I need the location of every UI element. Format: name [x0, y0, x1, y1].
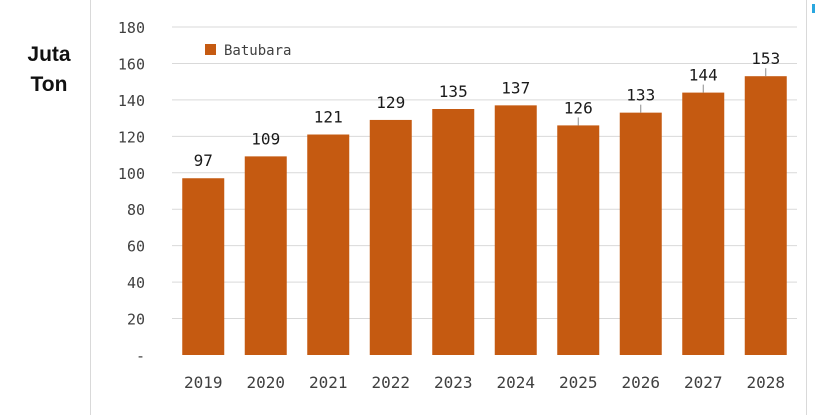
x-tick-label: 2020: [246, 373, 285, 392]
y-tick-label: 80: [127, 201, 145, 219]
bar: [619, 112, 662, 356]
y-tick-label: 20: [127, 311, 145, 329]
frame-right-border: [806, 0, 807, 415]
legend-swatch: [205, 44, 216, 55]
bar: [307, 134, 350, 355]
bar: [557, 125, 600, 356]
data-label: 97: [194, 151, 213, 170]
y-tick-label: 40: [127, 274, 145, 292]
y-tick-label: 60: [127, 238, 145, 256]
x-tick-label: 2026: [621, 373, 660, 392]
corner-accent-mark: [812, 4, 815, 13]
data-label: 109: [251, 129, 280, 148]
y-tick-label: 140: [118, 92, 145, 110]
data-label: 126: [564, 98, 593, 117]
y-tick-label: 180: [118, 19, 145, 37]
bar: [244, 156, 287, 355]
x-tick-label: 2023: [434, 373, 473, 392]
data-label: 135: [439, 82, 468, 101]
y-axis-title-line-1: Juta: [27, 43, 71, 66]
y-tick-label: 120: [118, 128, 145, 146]
x-tick-label: 2024: [496, 373, 535, 392]
legend-label: Batubara: [224, 43, 291, 59]
bar: [182, 178, 225, 355]
x-tick-label: 2022: [371, 373, 410, 392]
bar: [494, 105, 537, 355]
y-axis-title-line-2: Ton: [30, 73, 68, 96]
y-tick-label: -: [136, 347, 145, 365]
y-tick-label: 100: [118, 165, 145, 183]
data-label: 129: [376, 93, 405, 112]
bar: [744, 76, 787, 355]
x-tick-label: 2021: [309, 373, 348, 392]
bar: [432, 109, 475, 355]
data-label: 137: [501, 78, 530, 97]
data-label: 144: [689, 66, 718, 85]
frame-left-border: [90, 0, 91, 415]
x-tick-label: 2027: [684, 373, 723, 392]
x-tick-label: 2019: [184, 373, 223, 392]
data-label: 121: [314, 108, 343, 127]
x-tick-label: 2028: [746, 373, 785, 392]
x-tick-label: 2025: [559, 373, 598, 392]
bar: [369, 119, 412, 355]
data-label: 153: [751, 49, 780, 68]
bar: [682, 92, 725, 355]
data-label: 133: [626, 86, 655, 105]
y-tick-label: 160: [118, 55, 145, 73]
